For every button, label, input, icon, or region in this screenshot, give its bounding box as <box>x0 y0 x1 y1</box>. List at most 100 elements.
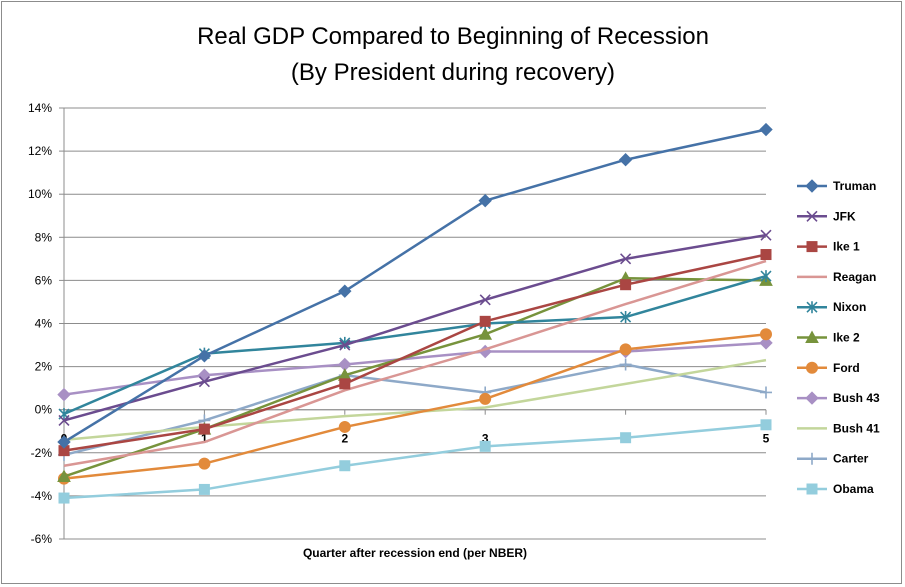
y-tick-label: -6% <box>31 532 53 546</box>
legend-item: Ford <box>797 361 860 375</box>
data-point <box>339 339 351 351</box>
y-tick-label: 12% <box>28 144 52 158</box>
legend-item: Bush 41 <box>797 421 880 435</box>
data-point <box>760 386 772 399</box>
data-point <box>619 343 632 356</box>
series-line <box>63 259 767 467</box>
data-point <box>58 414 70 427</box>
x-tick-label: 5 <box>763 432 770 446</box>
data-point <box>339 460 351 472</box>
series-reagan <box>63 259 767 467</box>
data-point <box>479 440 491 452</box>
data-point <box>805 179 819 193</box>
data-point <box>620 432 632 444</box>
y-tick-label: 0% <box>35 403 53 417</box>
series-line <box>63 233 767 422</box>
data-point <box>58 492 70 504</box>
data-point <box>806 361 818 374</box>
data-point <box>339 378 351 390</box>
data-point <box>478 327 493 340</box>
legend: Truman JFK Ike 1 Reagan Nixon Ike 2 Ford Bush 4… <box>797 179 880 496</box>
y-tick-label: 2% <box>35 360 53 374</box>
legend-item: Reagan <box>797 270 876 284</box>
data-point <box>197 349 212 363</box>
series-obama <box>58 419 772 504</box>
data-point <box>338 284 352 298</box>
data-point <box>805 330 819 343</box>
data-point <box>806 210 818 222</box>
data-point <box>57 469 71 483</box>
legend-item: Truman <box>797 179 876 193</box>
series-line <box>63 363 767 457</box>
series-jfk <box>58 229 772 427</box>
y-tick-label: 10% <box>28 187 52 201</box>
y-tick-label: -2% <box>31 446 53 460</box>
x-tick-label: 1 <box>201 432 208 446</box>
data-point <box>198 483 210 495</box>
series-line <box>63 274 767 416</box>
legend-label: Truman <box>833 179 876 193</box>
series-line <box>63 333 767 480</box>
data-point <box>759 122 773 137</box>
data-point <box>198 457 211 470</box>
data-point <box>760 270 772 283</box>
data-point <box>620 253 632 265</box>
series-truman <box>57 122 773 449</box>
data-point <box>619 358 632 371</box>
series-line <box>63 128 767 444</box>
y-tick-label: 4% <box>35 317 53 331</box>
legend-label: Reagan <box>833 270 876 284</box>
data-point <box>760 249 772 261</box>
legend-item: Carter <box>797 452 869 466</box>
data-point <box>760 419 772 431</box>
data-point <box>58 408 70 421</box>
data-point <box>618 153 633 167</box>
legend-item: Ike 1 <box>797 240 860 254</box>
y-tick-label: 6% <box>35 273 53 287</box>
data-point <box>760 229 772 241</box>
data-point <box>806 483 818 495</box>
legend-label: Bush 43 <box>833 391 880 405</box>
legend-label: Carter <box>833 452 869 466</box>
series-line <box>63 423 767 500</box>
data-point <box>479 294 491 306</box>
legend-label: Ford <box>833 361 860 375</box>
data-point <box>806 241 818 253</box>
data-point <box>479 392 492 405</box>
legend-label: Bush 41 <box>833 421 880 435</box>
series-ike-1 <box>58 249 772 457</box>
data-point <box>198 376 210 388</box>
series-ford <box>58 328 772 485</box>
data-point <box>805 391 819 405</box>
x-tick-label: 2 <box>341 432 348 446</box>
y-tick-label: 14% <box>28 101 52 115</box>
data-point <box>620 279 632 291</box>
y-axis-tick-labels: -6% -4% -2% 0% 2% 4% 6% 8% 10% 12% 14% <box>28 101 52 546</box>
legend-item: JFK <box>797 209 856 223</box>
legend-label: Nixon <box>833 300 866 314</box>
legend-item: Obama <box>797 482 874 496</box>
data-point <box>57 435 71 449</box>
data-point <box>198 423 210 435</box>
data-point <box>620 311 632 324</box>
y-tick-label: 8% <box>35 230 53 244</box>
legend-label: Ike 1 <box>833 240 860 254</box>
legend-label: Obama <box>833 482 874 496</box>
data-point <box>338 420 351 433</box>
legend-label: JFK <box>833 209 856 223</box>
series-line <box>63 253 767 452</box>
chart-title: Real GDP Compared to Beginning of Recess… <box>197 23 709 86</box>
data-point <box>806 452 818 465</box>
data-point <box>57 387 71 402</box>
data-point <box>479 315 491 327</box>
series-lines <box>57 122 773 504</box>
x-tick-label: 3 <box>482 432 489 446</box>
legend-item: Bush 43 <box>797 391 880 405</box>
x-axis-title: Quarter after recession end (per NBER) <box>303 546 527 560</box>
y-tick-label: -4% <box>31 489 53 503</box>
series-line <box>63 341 767 396</box>
data-point <box>760 328 772 341</box>
legend-item: Ike 2 <box>797 330 860 345</box>
